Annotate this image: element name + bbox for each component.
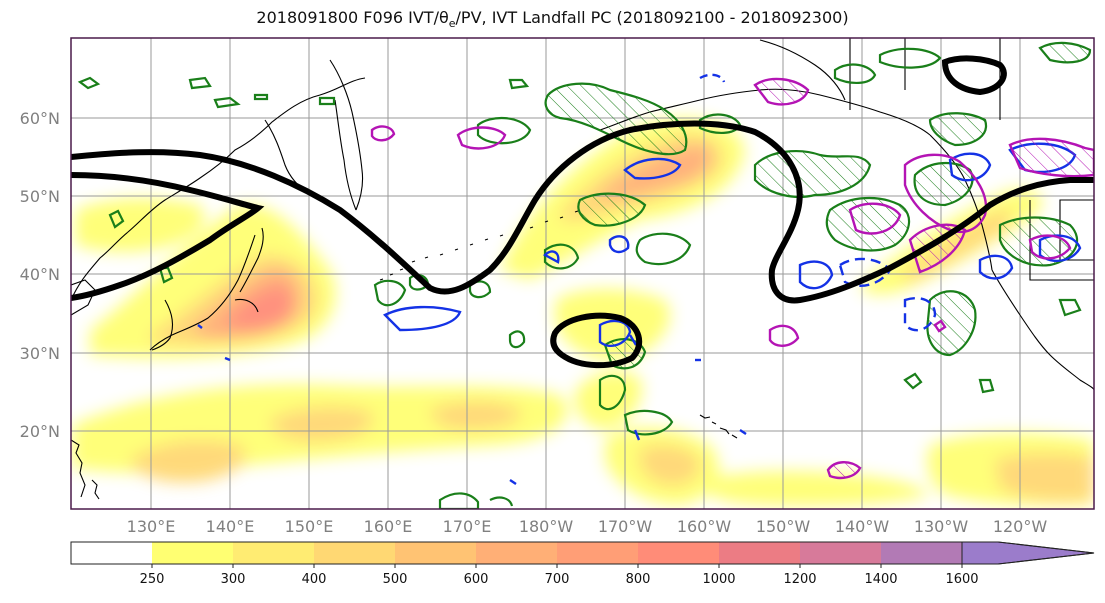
- lon-label-160e: 160°E: [364, 517, 413, 536]
- lon-label-160w: 160°W: [677, 517, 732, 536]
- lat-label-60: 60°N: [20, 109, 60, 128]
- lon-label-130w: 130°W: [914, 517, 969, 536]
- lon-label-120w: 120°W: [993, 517, 1048, 536]
- gridlines: [71, 38, 1094, 509]
- lat-label-20: 20°N: [20, 422, 60, 441]
- lon-label-140w: 140°W: [835, 517, 890, 536]
- colorbar-cell: [476, 542, 558, 564]
- green-contours: [77, 41, 1092, 509]
- map-plot-area: [71, 38, 1094, 509]
- colorbar-cell: [638, 542, 720, 564]
- lat-label-50: 50°N: [20, 187, 60, 206]
- colorbar-label: 250: [140, 572, 165, 587]
- colorbar-cell: [881, 542, 963, 564]
- colorbar-frame: [70, 541, 1095, 565]
- colorbar-cell: [557, 542, 639, 564]
- colorbar-cell: [71, 542, 153, 564]
- colorbar-label: 600: [464, 572, 489, 587]
- colorbar-labels: 250 300 400 500 600 700 800 1000 1200 1400 1600: [140, 564, 979, 587]
- colorbar-label: 400: [302, 572, 327, 587]
- colorbar-label: 700: [545, 572, 570, 587]
- colorbar-cell: [719, 542, 801, 564]
- colorbar-cells: [71, 542, 963, 564]
- colorbar-label: 300: [221, 572, 246, 587]
- colorbar-label: 1200: [783, 572, 816, 587]
- lon-label-150e: 150°E: [285, 517, 334, 536]
- colorbar-cell: [800, 542, 882, 564]
- colorbar-label: 1600: [945, 572, 978, 587]
- bold-contours: [71, 55, 1094, 369]
- chart-title: 2018091800 F096 IVT/θe/PV, IVT Landfall …: [256, 8, 849, 31]
- lat-label-30: 30°N: [20, 344, 60, 363]
- lon-label-150w: 150°W: [756, 517, 811, 536]
- colorbar-cell: [152, 542, 234, 564]
- colorbar-label: 1400: [864, 572, 897, 587]
- magenta-contours: [370, 77, 1094, 480]
- lon-label-140e: 140°E: [206, 517, 255, 536]
- colorbar-label: 800: [626, 572, 651, 587]
- lon-label-170e: 170°E: [443, 517, 492, 536]
- map-frame: [70, 37, 1095, 510]
- longitude-labels: 130°E 140°E 150°E 160°E 170°E 180°W 170°…: [127, 517, 1048, 536]
- colorbar: 250 300 400 500 600 700 800 1000 1200 1400 1600: [70, 541, 1095, 587]
- colorbar-cell: [233, 542, 315, 564]
- colorbar-cell: [395, 542, 477, 564]
- lat-label-40: 40°N: [20, 265, 60, 284]
- colorbar-label: 500: [383, 572, 408, 587]
- colorbar-label: 1000: [702, 572, 735, 587]
- lon-label-170w: 170°W: [598, 517, 653, 536]
- colorbar-cell: [314, 542, 396, 564]
- lon-label-130e: 130°E: [127, 517, 176, 536]
- title-subscript: e: [448, 17, 456, 31]
- lon-label-180w: 180°W: [519, 517, 574, 536]
- latitude-labels: 60°N 50°N 40°N 30°N 20°N: [20, 109, 60, 441]
